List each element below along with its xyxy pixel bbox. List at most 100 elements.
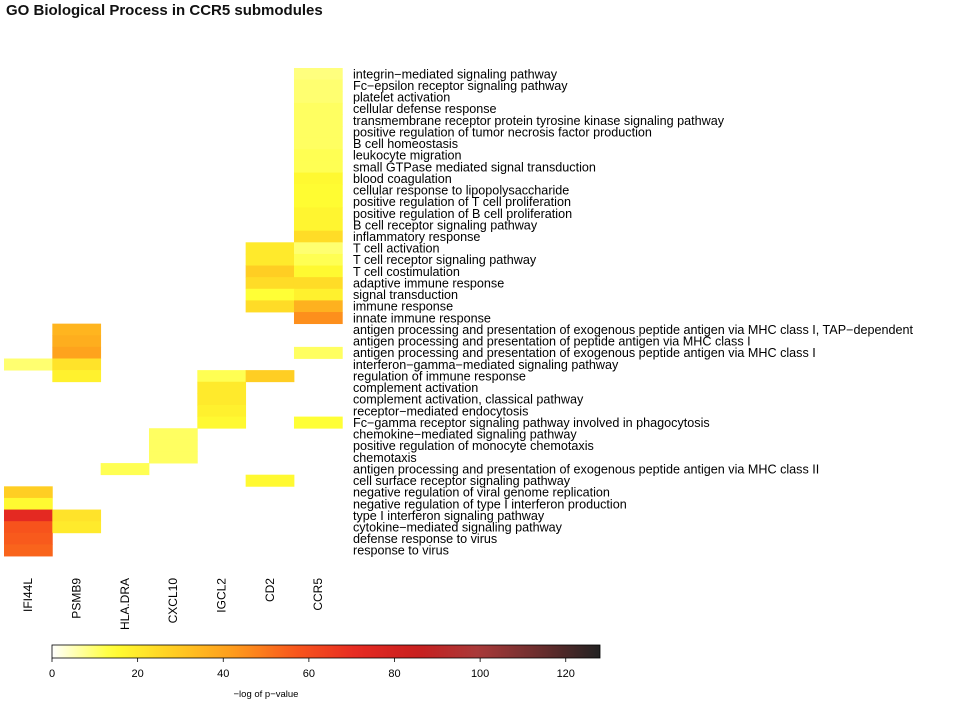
colorbar: 0 20 40 60 80 100 120 −log of p−value	[49, 644, 601, 700]
column-label: CCR5	[311, 578, 325, 611]
row-label: inflammatory response	[353, 230, 480, 244]
heatmap-cell	[4, 532, 53, 545]
row-label: T cell receptor signaling pathway	[353, 253, 537, 267]
row-label: T cell costimulation	[353, 265, 460, 279]
row-label: negative regulation of type I interferon…	[353, 497, 627, 511]
heatmap-cell	[245, 253, 295, 266]
colorbar-tick-label: 80	[388, 668, 400, 680]
heatmap-cell	[293, 195, 343, 208]
row-label: interferon−gamma−mediated signaling path…	[353, 358, 619, 372]
row-label: blood coagulation	[353, 172, 452, 186]
heatmap-cell	[245, 277, 295, 290]
heatmap-cell	[293, 207, 343, 220]
heatmap-cell	[293, 184, 343, 197]
heatmap-cell	[148, 451, 198, 464]
row-label: regulation of immune response	[353, 369, 526, 383]
row-label: cellular defense response	[353, 102, 497, 116]
heatmap-cell	[293, 277, 343, 290]
heatmap-cell	[293, 230, 343, 243]
heatmap-cell	[197, 370, 247, 383]
heatmap-cell	[293, 102, 343, 115]
heatmap-cell	[4, 509, 53, 522]
heatmap-cell	[4, 486, 53, 499]
row-label: integrin−mediated signaling pathway	[353, 67, 558, 81]
row-label: response to virus	[353, 544, 449, 558]
row-label: cellular response to lipopolysaccharide	[353, 184, 569, 198]
heatmap-cell	[52, 346, 102, 359]
heatmap-cell	[197, 404, 247, 417]
heatmap-cell	[293, 114, 343, 127]
heatmap-cells	[4, 68, 343, 557]
row-label: positive regulation of T cell proliferat…	[353, 195, 571, 209]
heatmap-cell	[293, 149, 343, 162]
row-label: chemokine−mediated signaling pathway	[353, 428, 577, 442]
colorbar-tick-label: 100	[471, 668, 489, 680]
row-label: antigen processing and presentation of e…	[353, 462, 819, 476]
heatmap-cell	[245, 288, 295, 301]
heatmap-cell	[293, 346, 343, 359]
row-label: antigen processing and presentation of e…	[353, 323, 913, 337]
colorbar-tick-label: 120	[557, 668, 575, 680]
heatmap-cell	[4, 544, 53, 557]
row-label: chemotaxis	[353, 451, 417, 465]
row-label: complement activation, classical pathway	[353, 393, 584, 407]
heatmap-cell	[293, 312, 343, 325]
heatmap-cell	[197, 416, 247, 429]
row-label: cytokine−mediated signaling pathway	[353, 520, 563, 534]
heatmap-cell	[293, 137, 343, 150]
row-label: leukocyte migration	[353, 149, 462, 163]
heatmap-cell	[293, 126, 343, 139]
column-label: IGCL2	[214, 578, 228, 613]
heatmap-cell	[293, 265, 343, 278]
row-label: transmembrane receptor protein tyrosine …	[353, 114, 725, 128]
heatmap-cell	[52, 370, 102, 383]
heatmap-cell	[245, 370, 295, 383]
row-label: antigen processing and presentation of e…	[353, 346, 816, 360]
colorbar-tick-label: 60	[303, 668, 315, 680]
row-label: B cell homeostasis	[353, 137, 458, 151]
heatmap-cell	[52, 335, 102, 348]
row-label: immune response	[353, 300, 453, 314]
column-label: HLA.DRA	[118, 578, 132, 630]
heatmap-cell	[293, 253, 343, 266]
row-label: antigen processing and presentation of p…	[353, 335, 751, 349]
colorbar-label: −log of p−value	[234, 689, 299, 700]
heatmap-cell	[293, 288, 343, 301]
row-label: adaptive immune response	[353, 276, 504, 290]
heatmap-cell	[293, 68, 343, 81]
row-label: small GTPase mediated signal transductio…	[353, 160, 596, 174]
colorbar-gradient	[51, 644, 601, 659]
row-label: receptor−mediated endocytosis	[353, 404, 528, 418]
heatmap-cell	[293, 300, 343, 313]
heatmap-cell	[293, 416, 343, 429]
row-label: type I interferon signaling pathway	[353, 509, 545, 523]
column-label: PSMB9	[70, 578, 84, 619]
column-label: IFI44L	[21, 578, 35, 612]
heatmap-cell	[197, 381, 247, 394]
heatmap-cell	[52, 509, 102, 522]
column-label: CD2	[263, 578, 277, 602]
row-label: cell surface receptor signaling pathway	[353, 474, 571, 488]
heatmap-cell	[293, 91, 343, 104]
heatmap-cell	[245, 265, 295, 278]
row-label: positive regulation of B cell proliferat…	[353, 207, 572, 221]
row-label: Fc−gamma receptor signaling pathway invo…	[353, 416, 710, 430]
row-label: T cell activation	[353, 242, 440, 256]
row-label: platelet activation	[353, 91, 450, 105]
row-label: complement activation	[353, 381, 478, 395]
heatmap-cell	[52, 521, 102, 534]
heatmap-cell	[4, 521, 53, 534]
heatmap-cell	[197, 393, 247, 406]
colorbar-tick-label: 20	[132, 668, 144, 680]
row-label: innate immune response	[353, 311, 491, 325]
row-label: positive regulation of monocyte chemotax…	[353, 439, 594, 453]
row-label: defense response to virus	[353, 532, 497, 546]
row-labels: integrin−mediated signaling pathwayFc−ep…	[353, 67, 913, 557]
heatmap-cell	[4, 497, 53, 510]
row-label: positive regulation of tumor necrosis fa…	[353, 125, 652, 139]
heatmap-cell	[4, 358, 53, 371]
heatmap-cell	[293, 242, 343, 255]
chart-title: GO Biological Process in CCR5 submodules	[6, 2, 323, 19]
heatmap-cell	[293, 219, 343, 232]
